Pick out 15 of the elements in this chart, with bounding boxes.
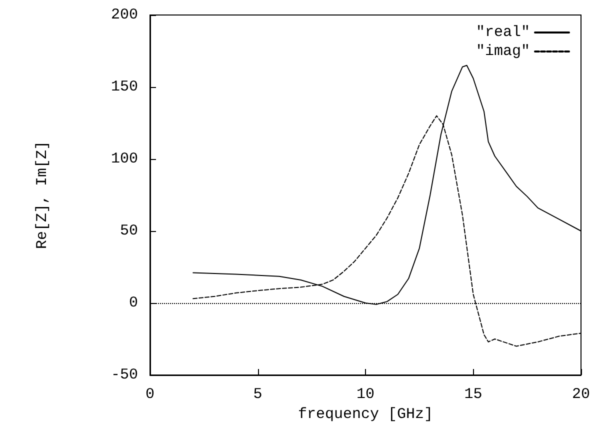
y-axis-title: Re[Z], Im[Z]	[34, 140, 51, 250]
y-tick-label: 50	[120, 222, 138, 240]
y-tick-label: 100	[110, 150, 138, 168]
legend-label: "imag"	[476, 43, 530, 60]
x-tick-label: 5	[253, 386, 262, 403]
y-tick-label: 150	[110, 78, 138, 96]
x-tick-label: 10	[356, 386, 375, 403]
x-tick-label: 15	[464, 386, 482, 403]
y-tick-label: 0	[128, 294, 138, 312]
y-tick-label: -50	[110, 366, 138, 384]
legend-label: "real"	[476, 24, 530, 41]
x-tick-label: 0	[145, 386, 155, 403]
x-axis-title: frequency [GHz]	[298, 406, 434, 423]
y-tick-label: 200	[110, 6, 138, 24]
x-tick-label: 20	[572, 386, 590, 403]
